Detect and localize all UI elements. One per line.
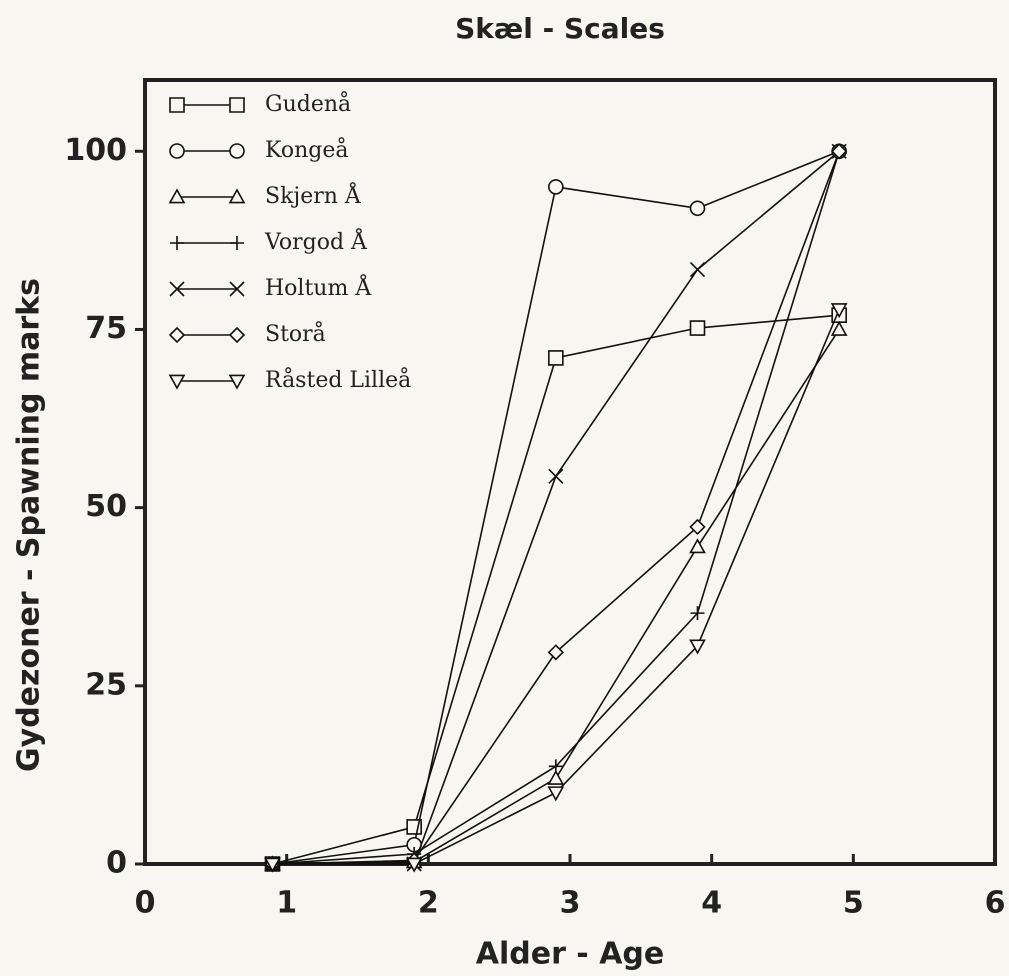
legend-marker [169,143,185,159]
x-tick-label: 2 [418,886,439,921]
x-tick-label: 0 [135,886,156,921]
legend-marker [168,188,186,204]
data-point [689,538,706,554]
legend-label: Råsted Lilleå [265,366,411,393]
data-point [547,786,565,802]
x-tick-label: 6 [985,886,1006,921]
legend-label: Storå [265,320,326,347]
x-axis-label: Alder - Age [476,937,665,972]
legend-marker [230,236,244,250]
legend-marker [170,236,184,250]
series-line [272,150,840,865]
legend-label: Gudenå [265,90,351,117]
legend-marker [228,374,246,390]
data-point [548,468,564,484]
y-tick-label: 100 [64,133,127,168]
legend-marker [229,281,245,297]
legend-marker [229,97,245,113]
x-tick-label: 5 [843,886,864,921]
y-tick-label: 75 [85,311,127,346]
series-line [272,150,840,865]
legend-marker [168,374,186,390]
y-tick-label: 50 [85,489,127,524]
legend-label: Skjern Å [265,181,362,209]
x-tick-label: 4 [701,886,722,921]
legend-marker [168,326,186,344]
data-point [831,143,848,160]
data-point [690,606,705,621]
data-point [264,857,281,873]
legend-marker [229,143,245,159]
data-point [548,350,564,366]
data-point [547,644,564,661]
y-tick-label: 25 [85,667,127,702]
data-point [689,320,706,336]
series-line [272,150,840,865]
legend-marker [228,326,246,344]
data-point [547,769,565,785]
data-point [689,639,706,655]
series-line [272,151,840,865]
legend-marker [228,188,246,204]
data-point [548,179,564,195]
y-tick-label: 0 [106,846,127,881]
legend-label: Vorgod Å [264,227,368,255]
legend-label: Holtum Å [265,273,372,301]
y-axis-label: Gydezoner - Spawning marks [12,278,47,772]
data-point [830,303,848,319]
x-tick-label: 1 [276,886,297,921]
data-point [689,518,706,536]
legend-marker [169,97,185,113]
data-point [405,857,423,873]
data-point [689,200,706,217]
chart-title: Skæl - Scales [455,12,665,45]
legend-marker [169,281,185,297]
legend-label: Kongeå [265,136,348,163]
data-point [689,262,706,278]
data-point [830,320,848,336]
x-tick-label: 3 [560,886,581,921]
data-point [548,759,563,774]
